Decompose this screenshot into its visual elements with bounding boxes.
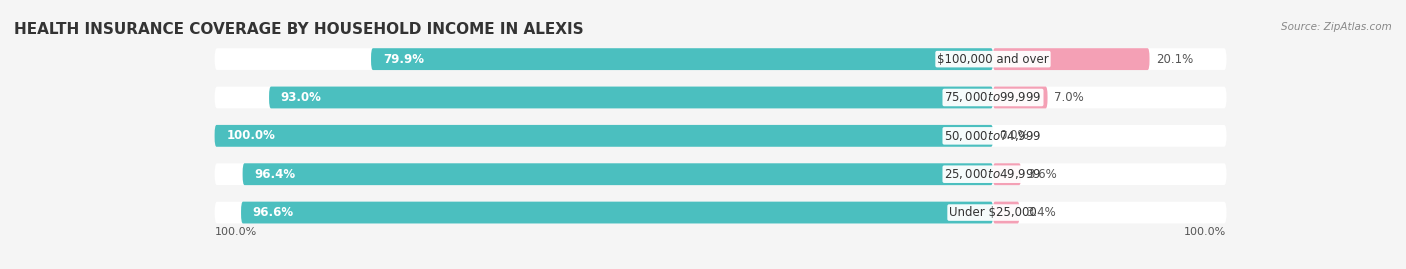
Text: Under $25,000: Under $25,000 bbox=[949, 206, 1036, 219]
Text: 100.0%: 100.0% bbox=[215, 228, 257, 238]
Text: $100,000 and over: $100,000 and over bbox=[938, 53, 1049, 66]
Text: 7.0%: 7.0% bbox=[1053, 91, 1084, 104]
Text: HEALTH INSURANCE COVERAGE BY HOUSEHOLD INCOME IN ALEXIS: HEALTH INSURANCE COVERAGE BY HOUSEHOLD I… bbox=[14, 22, 583, 37]
Text: 93.0%: 93.0% bbox=[281, 91, 322, 104]
FancyBboxPatch shape bbox=[215, 202, 1226, 224]
FancyBboxPatch shape bbox=[215, 163, 1226, 185]
FancyBboxPatch shape bbox=[993, 87, 1047, 108]
FancyBboxPatch shape bbox=[215, 125, 1226, 147]
Text: $25,000 to $49,999: $25,000 to $49,999 bbox=[945, 167, 1042, 181]
FancyBboxPatch shape bbox=[993, 48, 1150, 70]
FancyBboxPatch shape bbox=[269, 87, 993, 108]
FancyBboxPatch shape bbox=[215, 87, 1226, 108]
Text: 100.0%: 100.0% bbox=[1184, 228, 1226, 238]
Text: 20.1%: 20.1% bbox=[1156, 53, 1192, 66]
FancyBboxPatch shape bbox=[215, 125, 993, 147]
Text: $75,000 to $99,999: $75,000 to $99,999 bbox=[945, 90, 1042, 104]
Text: 3.4%: 3.4% bbox=[1026, 206, 1056, 219]
FancyBboxPatch shape bbox=[371, 48, 993, 70]
FancyBboxPatch shape bbox=[215, 48, 1226, 70]
Text: Source: ZipAtlas.com: Source: ZipAtlas.com bbox=[1281, 22, 1392, 31]
FancyBboxPatch shape bbox=[243, 163, 993, 185]
FancyBboxPatch shape bbox=[993, 163, 1021, 185]
Text: 100.0%: 100.0% bbox=[226, 129, 276, 142]
Text: 96.4%: 96.4% bbox=[254, 168, 295, 181]
Text: 3.6%: 3.6% bbox=[1028, 168, 1057, 181]
FancyBboxPatch shape bbox=[993, 202, 1019, 224]
Text: 0.0%: 0.0% bbox=[1000, 129, 1029, 142]
Text: 79.9%: 79.9% bbox=[382, 53, 423, 66]
FancyBboxPatch shape bbox=[240, 202, 993, 224]
Text: 96.6%: 96.6% bbox=[253, 206, 294, 219]
Text: $50,000 to $74,999: $50,000 to $74,999 bbox=[945, 129, 1042, 143]
